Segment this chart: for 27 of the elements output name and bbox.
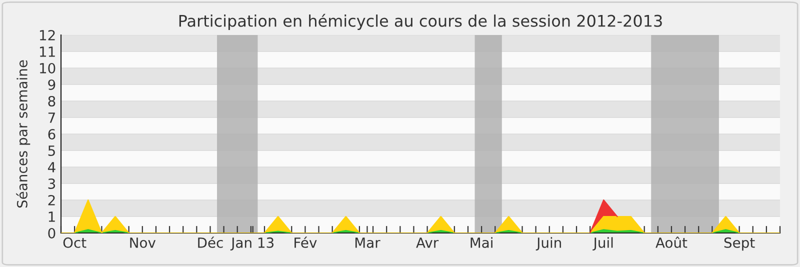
chart-title: Participation en hémicycle au cours de la session 2012-2013	[179, 14, 662, 30]
y-axis-title: Séances par semaine	[16, 60, 30, 208]
y-tick-label: 6	[48, 128, 56, 140]
y-tick-label: 9	[48, 79, 56, 90]
x-tick-label: Mar	[355, 238, 380, 248]
x-tick-label: Sept	[724, 237, 755, 251]
y-tick-label: 1	[48, 212, 55, 222]
x-tick-label: Mai	[470, 237, 492, 248]
x-tick-label: Avr	[416, 238, 439, 248]
y-tick-label: 2	[48, 194, 55, 206]
y-tick-label: 8	[48, 96, 56, 106]
x-tick-label: Juil	[592, 237, 613, 250]
x-tick-label: Fév	[294, 236, 317, 248]
y-tick-label: 5	[48, 146, 55, 156]
x-tick-label: Oct	[63, 237, 86, 248]
y-tick-label: 4	[48, 162, 56, 172]
x-tick-label: Déc	[198, 236, 223, 248]
y-tick-label: 12	[40, 30, 55, 40]
y-tick-label: 11	[40, 46, 55, 57]
x-tick-label: Août	[656, 236, 688, 248]
y-tick-label: 0	[48, 228, 56, 238]
y-tick-label: 3	[48, 178, 56, 189]
x-tick-label: Juin	[536, 237, 561, 250]
y-tick-label: 7	[48, 112, 55, 123]
y-tick-label: 10	[40, 62, 56, 74]
x-tick-label: Nov	[130, 238, 156, 248]
x-tick-label: Jan 13	[230, 237, 274, 250]
